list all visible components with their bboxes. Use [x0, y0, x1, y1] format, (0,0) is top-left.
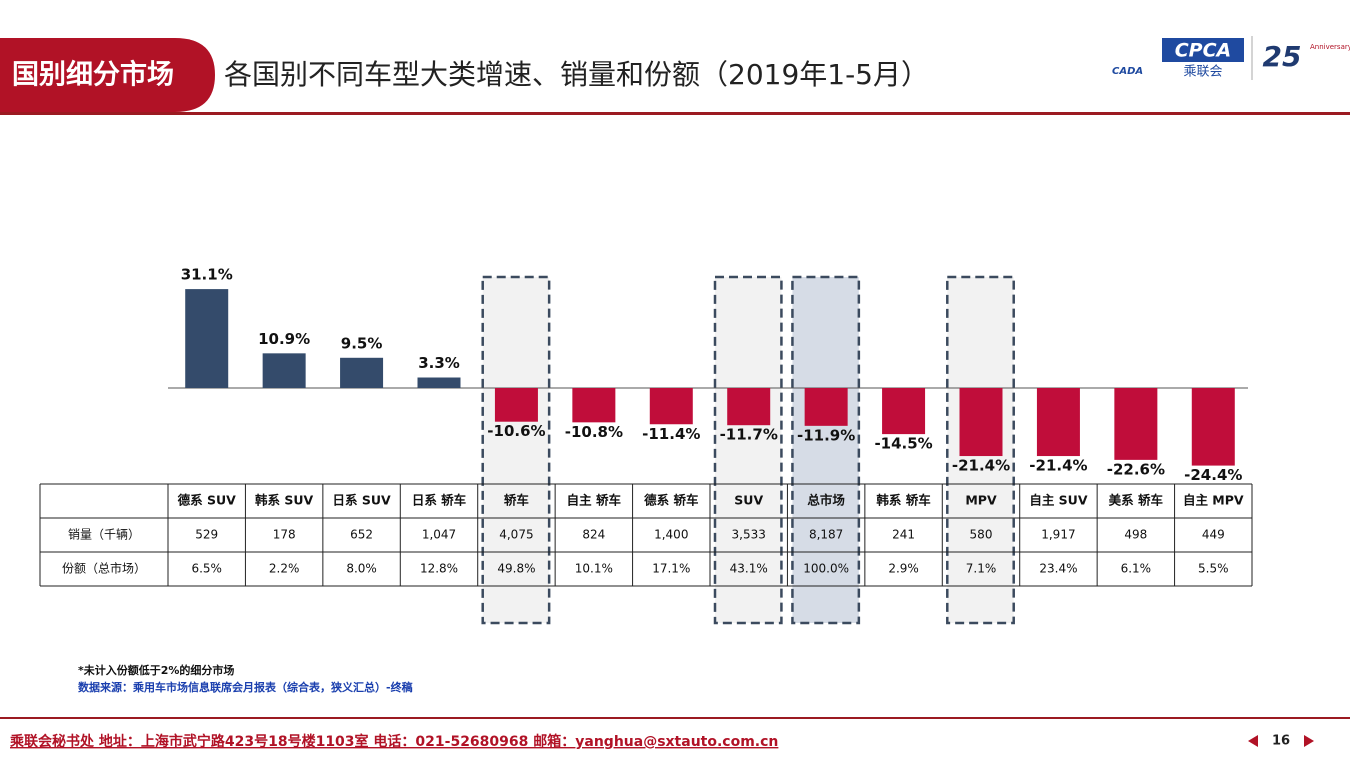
value-label: -10.8%: [565, 423, 623, 441]
note: *未计入份额低于2%的细分市场: [78, 663, 234, 677]
footer-rule: [0, 717, 1350, 719]
table-cell: 12.8%: [420, 562, 458, 576]
bar: [185, 289, 229, 388]
column-header: 自主 轿车: [567, 493, 622, 508]
value-label: 3.3%: [418, 354, 460, 372]
logo-mark: CADA: [1112, 66, 1143, 77]
logo-box: [1162, 38, 1244, 62]
table-cell: 4,075: [499, 528, 533, 542]
highlight-box: [713, 275, 783, 625]
bar: [1036, 388, 1080, 457]
value-label: 9.5%: [341, 334, 383, 352]
value-label: -24.4%: [1184, 466, 1242, 484]
anniversary: 25: [1263, 40, 1302, 73]
bar: [494, 388, 538, 422]
value-label: -11.7%: [720, 426, 778, 444]
bar: [727, 388, 771, 426]
table-cell: 178: [273, 528, 296, 542]
bar: [417, 377, 461, 388]
column-header: 轿车: [504, 493, 530, 508]
bar: [572, 388, 616, 423]
prev-arrow[interactable]: [1248, 735, 1258, 747]
value-label: -11.4%: [642, 425, 700, 443]
table-cell: 6.5%: [191, 562, 222, 576]
table-cell: 2.2%: [269, 562, 300, 576]
row-label: 销量（千辆）: [68, 528, 140, 542]
table-cell: 17.1%: [652, 562, 690, 576]
table-cell: 824: [582, 528, 605, 542]
highlight-box: [791, 275, 861, 625]
table-cell: 449: [1202, 528, 1225, 542]
bar: [262, 353, 306, 388]
bar: [649, 388, 693, 425]
column-header: 德系 轿车: [644, 493, 699, 508]
anniversary-sub: Anniversary: [1310, 43, 1350, 51]
table-cell: 241: [892, 528, 915, 542]
table-cell: 49.8%: [497, 562, 535, 576]
value-label: -14.5%: [874, 435, 932, 453]
column-header: 日系 SUV: [332, 493, 391, 508]
bar: [1191, 388, 1235, 466]
table-cell: 652: [350, 528, 373, 542]
logo-sub: 乘联会: [1183, 65, 1222, 80]
column-header: 日系 轿车: [412, 493, 467, 508]
value-label: 10.9%: [258, 330, 310, 348]
table-cell: 1,047: [422, 528, 456, 542]
table-cell: 23.4%: [1039, 562, 1077, 576]
column-header: 韩系 SUV: [255, 493, 314, 508]
column-header: MPV: [965, 493, 997, 508]
table-cell: 8,187: [809, 528, 843, 542]
table-cell: 1,917: [1041, 528, 1075, 542]
page-number: 16: [1272, 734, 1290, 749]
bar: [1114, 388, 1158, 460]
column-header: 德系 SUV: [178, 493, 237, 508]
column-header: 自主 MPV: [1183, 493, 1244, 508]
column-header: SUV: [734, 493, 763, 508]
bar: [340, 357, 384, 388]
value-label: -22.6%: [1107, 460, 1165, 478]
value-label: -10.6%: [487, 422, 545, 440]
table-cell: 529: [195, 528, 218, 542]
header-title: 各国别不同车型大类增速、销量和份额（2019年1-5月）: [224, 58, 929, 91]
header-tab-text: 国别细分市场: [12, 59, 174, 91]
value-label: -21.4%: [1029, 457, 1087, 475]
logo: CPCA: [1175, 40, 1232, 62]
table-cell: 43.1%: [730, 562, 768, 576]
header-tab: [0, 38, 215, 112]
table-cell: 10.1%: [575, 562, 613, 576]
table-cell: 498: [1124, 528, 1147, 542]
table-cell: 100.0%: [803, 562, 849, 576]
table-cell: 1,400: [654, 528, 688, 542]
next-arrow[interactable]: [1304, 735, 1314, 747]
bar: [804, 388, 848, 426]
table-cell: 2.9%: [888, 562, 919, 576]
bar: [882, 388, 926, 435]
footer-text: 乘联会秘书处 地址：上海市武宁路423号18号楼1103室 电话：021-526…: [9, 733, 778, 750]
column-header: 美系 轿车: [1109, 493, 1164, 508]
table-cell: 8.0%: [346, 562, 377, 576]
value-label: -21.4%: [952, 457, 1010, 475]
value-label: 31.1%: [181, 266, 233, 284]
table-cell: 580: [970, 528, 993, 542]
chart: 31.1% 德系 SUV 529 6.5% 10.9% 韩系 SUV 178 2.2% 9.5%…: [39, 266, 1253, 625]
table-cell: 5.5%: [1198, 562, 1229, 576]
column-header: 韩系 轿车: [876, 493, 931, 508]
header-rule: [0, 112, 1350, 115]
row-label: 份额（总市场）: [62, 561, 146, 576]
column-header: 总市场: [807, 493, 845, 508]
table-cell: 6.1%: [1121, 562, 1152, 576]
table-cell: 7.1%: [966, 562, 997, 576]
column-header: 自主 SUV: [1029, 493, 1088, 508]
table-cell: 3,533: [732, 528, 766, 542]
bar: [959, 388, 1003, 457]
highlight-box: [481, 275, 551, 625]
value-label: -11.9%: [797, 426, 855, 444]
source: 数据来源：乘用车市场信息联席会月报表（综合表，狭义汇总）-终稿: [78, 680, 413, 694]
